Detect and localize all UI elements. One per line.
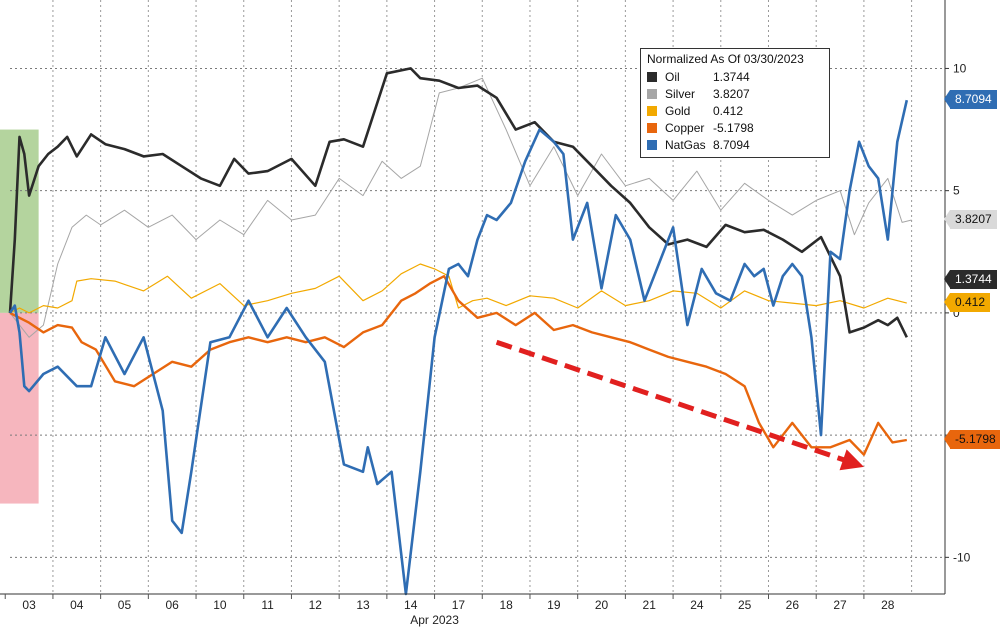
x-tick-label: 24 bbox=[690, 598, 704, 612]
x-tick-label: 03 bbox=[22, 598, 36, 612]
legend-swatch bbox=[647, 122, 657, 133]
axes: 1050-5-100304050610111213141718192021242… bbox=[0, 0, 971, 627]
legend-value: -5.1798 bbox=[713, 120, 754, 135]
value-tag-silver: 3.8207 bbox=[944, 209, 997, 229]
y-tick-label: -10 bbox=[953, 550, 971, 564]
x-tick-label: 20 bbox=[595, 598, 609, 612]
y-tick-label: 0 bbox=[953, 306, 960, 320]
legend-name: NatGas bbox=[665, 137, 706, 152]
x-tick-label: 13 bbox=[356, 598, 370, 612]
x-month-label: Apr 2023 bbox=[410, 613, 459, 627]
x-tick-label: 26 bbox=[786, 598, 800, 612]
trend-arrow-head bbox=[839, 449, 864, 471]
x-tick-label: 25 bbox=[738, 598, 752, 612]
legend-swatch bbox=[647, 105, 657, 116]
x-tick-label: 12 bbox=[309, 598, 323, 612]
series-lines bbox=[8, 67, 912, 596]
x-tick-label: 05 bbox=[118, 598, 132, 612]
series-line-silver bbox=[9, 77, 912, 338]
series-line-copper bbox=[9, 275, 907, 456]
y-tick-label: 5 bbox=[953, 184, 960, 198]
x-tick-label: 19 bbox=[547, 598, 561, 612]
legend-entry: Copper -5.1798 bbox=[647, 119, 823, 136]
legend-entry: Silver 3.8207 bbox=[647, 85, 823, 102]
legend-swatch bbox=[647, 71, 657, 82]
series-line-gold bbox=[9, 263, 907, 314]
legend-entries: Oil 1.3744 Silver 3.8207 Gold 0.412 Copper -5.1… bbox=[647, 68, 823, 153]
x-tick-label: 21 bbox=[643, 598, 657, 612]
legend: Normalized As Of 03/30/2023 Oil 1.3744 Sil… bbox=[640, 48, 830, 158]
value-tag-copper: -5.1798 bbox=[944, 430, 1000, 449]
value-tag-oil: 1.3744 bbox=[944, 269, 997, 289]
gridlines bbox=[10, 0, 945, 594]
x-tick-label: 27 bbox=[833, 598, 847, 612]
legend-name: Silver bbox=[665, 86, 696, 101]
x-tick-label: 11 bbox=[261, 598, 274, 612]
legend-value: 8.7094 bbox=[713, 137, 750, 152]
legend-name: Copper bbox=[665, 120, 705, 135]
x-tick-label: 17 bbox=[452, 598, 466, 612]
y-tick-label: 10 bbox=[953, 61, 967, 75]
x-tick-label: 10 bbox=[213, 598, 227, 612]
legend-value: 3.8207 bbox=[713, 86, 750, 101]
series-line-natgas bbox=[8, 99, 909, 596]
legend-entry: NatGas 8.7094 bbox=[647, 136, 823, 153]
legend-title: Normalized As Of 03/30/2023 bbox=[647, 52, 804, 66]
x-tick-label: 18 bbox=[499, 598, 513, 612]
legend-name: Gold bbox=[665, 103, 691, 118]
legend-value: 1.3744 bbox=[713, 69, 750, 84]
x-tick-label: 04 bbox=[70, 598, 84, 612]
series-line-oil bbox=[8, 67, 908, 338]
value-tag-natgas: 8.7094 bbox=[944, 90, 997, 110]
legend-swatch bbox=[647, 139, 657, 150]
x-tick-label: 06 bbox=[166, 598, 180, 612]
trend-arrow-line bbox=[495, 339, 851, 465]
legend-entry: Gold 0.412 bbox=[647, 102, 823, 119]
value-tag-gold: 0.412 bbox=[943, 293, 991, 313]
legend-value: 0.412 bbox=[713, 103, 744, 118]
trend-arrow bbox=[495, 339, 864, 471]
legend-entry: Oil 1.3744 bbox=[647, 68, 823, 85]
legend-swatch bbox=[647, 88, 657, 99]
x-tick-label: 28 bbox=[881, 598, 895, 612]
legend-name: Oil bbox=[665, 69, 680, 84]
x-tick-label: 14 bbox=[404, 598, 418, 612]
